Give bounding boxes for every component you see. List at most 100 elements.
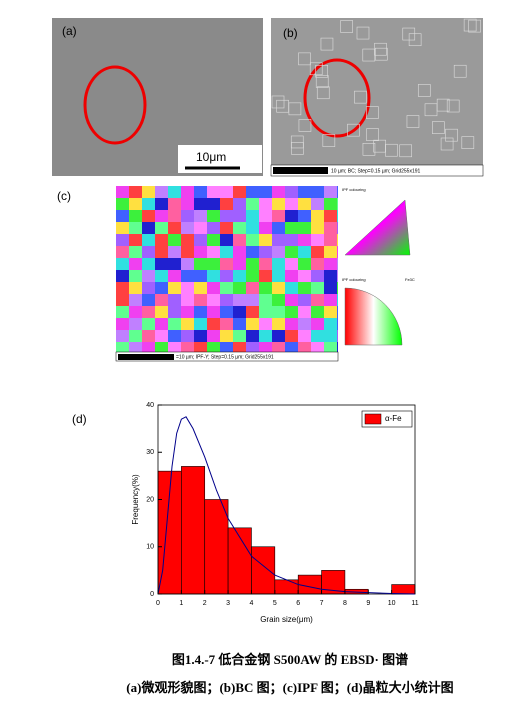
grain (315, 75, 329, 88)
grain (402, 27, 416, 41)
highlight (303, 58, 371, 138)
x-tick-label: 7 (320, 600, 324, 607)
grain (320, 37, 334, 51)
grain (194, 246, 211, 260)
bar (181, 466, 206, 595)
x-tick-label: 0 (156, 600, 160, 607)
grain (129, 306, 144, 319)
grain (324, 282, 338, 296)
grain (324, 330, 338, 344)
grain (207, 258, 222, 274)
grain (246, 258, 264, 274)
x-tick-label: 8 (343, 600, 347, 607)
grain (207, 330, 224, 344)
grain (347, 123, 360, 137)
y-tick-label: 40 (146, 402, 154, 409)
grain (324, 306, 338, 320)
grain (272, 318, 288, 333)
grain (259, 270, 275, 285)
y-tick-label: 30 (146, 449, 154, 456)
grain (374, 47, 388, 61)
grain (446, 99, 460, 113)
grain (207, 210, 221, 223)
x-tick-label: 2 (203, 600, 207, 607)
x-tick-label: 10 (388, 600, 396, 607)
bar (274, 579, 299, 595)
grain (311, 210, 326, 223)
grain (194, 318, 208, 332)
grain (259, 318, 273, 332)
grain (233, 294, 251, 309)
grain (194, 222, 210, 235)
grain (207, 234, 222, 248)
grain (129, 198, 145, 214)
grain (285, 282, 299, 296)
legend-text: IPF colouring (342, 277, 366, 282)
grain (142, 306, 156, 321)
legend-text: IPF colouring (342, 187, 366, 192)
grain (285, 330, 300, 346)
grain (207, 342, 223, 352)
grain (220, 210, 237, 223)
grain (194, 282, 209, 298)
grain (298, 258, 312, 272)
y-axis-label: Frequency(%) (131, 474, 140, 525)
grain (220, 186, 234, 201)
grain (324, 258, 338, 272)
grain (272, 258, 286, 272)
info-text: =10 µm; IPF-Y; Step=0.15 µm; Grid255x191 (176, 354, 274, 360)
grain (432, 121, 445, 134)
y-tick-label: 10 (146, 544, 154, 551)
grain (285, 210, 301, 223)
grain (424, 103, 438, 117)
grain (129, 186, 144, 201)
grain (337, 246, 338, 261)
grain (337, 210, 338, 225)
grain (337, 294, 338, 308)
grain (311, 198, 327, 211)
grain (246, 186, 264, 200)
grain (399, 144, 412, 158)
grain (246, 234, 262, 248)
grain (298, 282, 312, 297)
grain (246, 318, 262, 332)
grain (259, 330, 276, 346)
grain (168, 198, 184, 213)
grain (220, 234, 234, 250)
grain (233, 234, 247, 249)
grain (142, 234, 156, 247)
grain (322, 134, 336, 147)
grain (233, 330, 251, 346)
grain (445, 128, 458, 142)
grain (298, 306, 312, 322)
grain (285, 342, 304, 352)
y-tick-label: 0 (150, 591, 154, 598)
grain (246, 342, 261, 352)
grain (142, 318, 158, 333)
scale-label: 10μm (196, 150, 226, 164)
grain (311, 318, 325, 333)
grain (285, 258, 302, 273)
grain (181, 198, 196, 214)
grain (194, 342, 209, 352)
bar (204, 499, 229, 595)
grain (142, 210, 156, 223)
grain (116, 198, 132, 211)
grain (168, 246, 182, 260)
grain (298, 119, 312, 132)
grain (155, 234, 170, 249)
grain (461, 136, 475, 149)
grain (366, 128, 379, 141)
grain (246, 198, 261, 212)
grain (155, 306, 172, 319)
grain (440, 137, 454, 151)
grain (337, 330, 338, 345)
grain (337, 270, 338, 284)
grain (324, 234, 338, 248)
grain (194, 210, 209, 224)
ipf-quadrant (344, 287, 403, 346)
grain (315, 64, 328, 78)
micrograph-b (271, 18, 483, 165)
grain (155, 222, 171, 237)
grain (272, 222, 290, 235)
